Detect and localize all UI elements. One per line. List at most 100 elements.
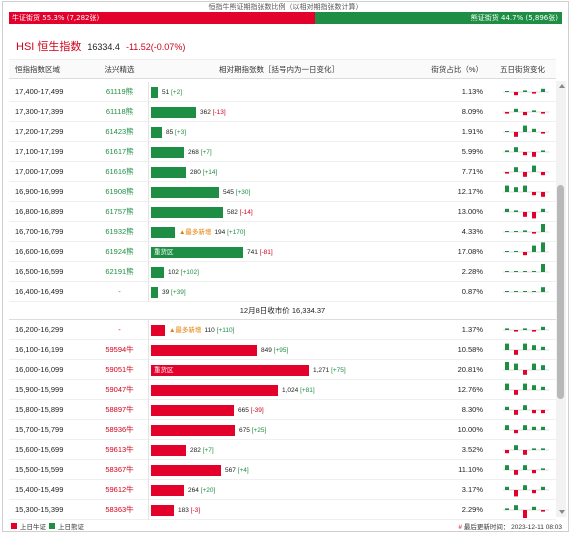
sparkline-svg bbox=[503, 185, 549, 197]
warrant-code-link[interactable]: 59613牛 bbox=[105, 445, 134, 454]
warrant-code-link[interactable]: 61924熊 bbox=[105, 247, 134, 256]
scroll-up-icon[interactable] bbox=[559, 84, 565, 88]
sparkline-bar bbox=[514, 270, 518, 272]
sparkline-svg bbox=[503, 146, 549, 157]
sparkline-bar bbox=[532, 447, 536, 450]
sparkline-bar bbox=[532, 151, 536, 157]
sparkline-bar bbox=[541, 111, 545, 114]
warrant-code-link[interactable]: 58936牛 bbox=[105, 425, 134, 434]
table-row[interactable]: 16,000-16,099 59051牛 重货区 1,271 [+75] 20.81% bbox=[9, 359, 556, 380]
quantity-bar-cell: ▲最多新增 194 [+170] bbox=[148, 221, 410, 242]
table-row[interactable]: 16,100-16,199 59594牛 849 [+95] 10.58% bbox=[9, 339, 556, 360]
sparkline-bar bbox=[532, 91, 536, 94]
sparkline-bar bbox=[505, 486, 509, 490]
quantity-number: 675 bbox=[239, 426, 252, 434]
five-day-sparkline bbox=[489, 500, 556, 520]
quantity-bar bbox=[151, 324, 165, 336]
quantity-value: 51 [+2] bbox=[162, 86, 182, 99]
most-added-flag: ▲最多新增 bbox=[179, 228, 212, 236]
table-row[interactable]: 17,200-17,299 61423熊 85 [+3] 1.91% bbox=[9, 121, 556, 142]
quantity-value: 268 [+7] bbox=[188, 146, 212, 159]
warrant-code-link[interactable]: 59047牛 bbox=[105, 385, 134, 394]
warrant-code-link[interactable]: 61757熊 bbox=[105, 207, 134, 216]
warrant-code-link[interactable]: 59051牛 bbox=[105, 365, 134, 374]
sparkline-bar bbox=[514, 469, 518, 475]
quantity-value: 264 [+20] bbox=[188, 484, 215, 497]
sparkline-bar bbox=[541, 208, 545, 212]
warrant-code-link[interactable]: 61119熊 bbox=[105, 87, 134, 96]
quantity-bar bbox=[151, 404, 234, 416]
table-row[interactable]: 15,800-15,899 58897牛 665 [-39] 8.30% bbox=[9, 399, 556, 420]
sparkline-bar bbox=[523, 383, 527, 390]
sparkline-bar bbox=[523, 343, 527, 350]
quantity-value: 582 [-14] bbox=[227, 206, 253, 219]
warrant-code-link[interactable]: 61616熊 bbox=[105, 167, 134, 176]
table-row[interactable]: 16,900-16,999 61908熊 545 [+30] 12.17% bbox=[9, 181, 556, 202]
table-row[interactable]: 17,400-17,499 61119熊 51 [+2] 1.13% bbox=[9, 81, 556, 102]
warrant-code-link[interactable]: 61908熊 bbox=[105, 187, 134, 196]
table-row[interactable]: 15,400-15,499 59612牛 264 [+20] 3.17% bbox=[9, 479, 556, 500]
quantity-number: 183 bbox=[178, 506, 191, 514]
table-row[interactable]: 17,100-17,199 61617熊 268 [+7] 5.99% bbox=[9, 141, 556, 162]
quantity-delta: [+20] bbox=[200, 486, 216, 494]
quantity-bar bbox=[151, 206, 223, 218]
sparkline-bar bbox=[514, 504, 518, 510]
table-row[interactable]: 16,600-16,699 61924熊 重货区 741 [-81] 17.08% bbox=[9, 241, 556, 262]
sparkline-svg bbox=[503, 343, 549, 355]
warrant-code-link[interactable]: 59594牛 bbox=[105, 345, 134, 354]
share-pct: 8.09% bbox=[461, 107, 483, 116]
scroll-thumb[interactable] bbox=[557, 185, 564, 399]
warrant-code-link[interactable]: 58363牛 bbox=[105, 505, 134, 514]
quantity-number: 102 bbox=[168, 268, 181, 276]
quantity-number: 741 bbox=[247, 248, 260, 256]
warrant-code-link[interactable]: 61932熊 bbox=[105, 227, 134, 236]
five-day-sparkline bbox=[489, 282, 556, 302]
update-time: 2023-12-11 08:03 bbox=[511, 524, 562, 531]
warrant-code-link[interactable]: 58897牛 bbox=[105, 405, 134, 414]
sparkline-bar bbox=[523, 369, 527, 375]
warrant-code-link[interactable]: 62191熊 bbox=[105, 267, 134, 276]
table-row[interactable]: 15,500-15,599 58367牛 567 [+4] 11.10% bbox=[9, 459, 556, 480]
share-pct: 1.91% bbox=[461, 127, 483, 136]
table-row[interactable]: 17,300-17,399 61118熊 362 [-13] 8.09% bbox=[9, 101, 556, 122]
quantity-delta: [-39] bbox=[250, 406, 264, 414]
warrant-code-link[interactable]: 61617熊 bbox=[105, 147, 134, 156]
table-row[interactable]: 16,400-16,499 - 39 [+39] 0.87% bbox=[9, 281, 556, 302]
quantity-value: 39 [+39] bbox=[162, 286, 186, 299]
quantity-bar bbox=[151, 286, 158, 298]
sparkline-svg bbox=[503, 361, 549, 375]
warrant-code-link[interactable]: 59612牛 bbox=[105, 485, 134, 494]
table-row[interactable]: 15,900-15,999 59047牛 1,024 [+81] 12.76% bbox=[9, 379, 556, 400]
table-row[interactable]: 17,000-17,099 61616熊 280 [+14] 7.71% bbox=[9, 161, 556, 182]
index-value: 16334.4 bbox=[87, 42, 120, 52]
sparkline-bar bbox=[505, 507, 509, 510]
warrant-code-link[interactable]: 58367牛 bbox=[105, 465, 134, 474]
sparkline-bar bbox=[523, 270, 527, 272]
range-cell: 16,800-16,899 bbox=[15, 207, 64, 216]
warrant-code-link[interactable]: 61118熊 bbox=[105, 107, 134, 116]
quantity-delta: [+2] bbox=[171, 88, 183, 96]
table-row[interactable]: 16,800-16,899 61757熊 582 [-14] 13.00% bbox=[9, 201, 556, 222]
table-row[interactable]: 16,200-16,299 - ▲最多新增 110 [+110] 1.37% bbox=[9, 319, 556, 340]
warrant-code-link[interactable]: 61423熊 bbox=[105, 127, 134, 136]
sparkline-bar bbox=[523, 424, 527, 430]
quantity-value: 102 [+102] bbox=[168, 266, 199, 279]
table-row[interactable]: 15,700-15,799 58936牛 675 [+25] 10.00% bbox=[9, 419, 556, 440]
share-pct: 2.28% bbox=[461, 267, 483, 276]
col-pct: 街货占比（%） bbox=[431, 64, 483, 74]
table-row[interactable]: 16,700-16,799 61932熊 ▲最多新增 194 [+170] 4.33% bbox=[9, 221, 556, 242]
scrollbar[interactable] bbox=[556, 81, 566, 517]
index-name[interactable]: HSI 恒生指数 bbox=[16, 41, 82, 53]
sparkline-bar bbox=[505, 327, 509, 330]
sparkline-bar bbox=[505, 383, 509, 390]
sparkline-bar bbox=[514, 250, 518, 252]
table-row[interactable]: 15,300-15,399 58363牛 183 [-3] 2.29% bbox=[9, 499, 556, 520]
scroll-down-icon[interactable] bbox=[559, 510, 565, 514]
table-row[interactable]: 16,500-16,599 62191熊 102 [+102] 2.28% bbox=[9, 261, 556, 282]
sparkline-svg bbox=[503, 464, 549, 475]
quantity-delta: [-81] bbox=[259, 248, 273, 256]
quantity-value: ▲最多新增 194 [+170] bbox=[179, 226, 245, 239]
table-row[interactable]: 15,600-15,699 59613牛 282 [+7] 3.52% bbox=[9, 439, 556, 460]
sparkline-bar bbox=[532, 270, 536, 272]
sparkline-bar bbox=[505, 406, 509, 410]
